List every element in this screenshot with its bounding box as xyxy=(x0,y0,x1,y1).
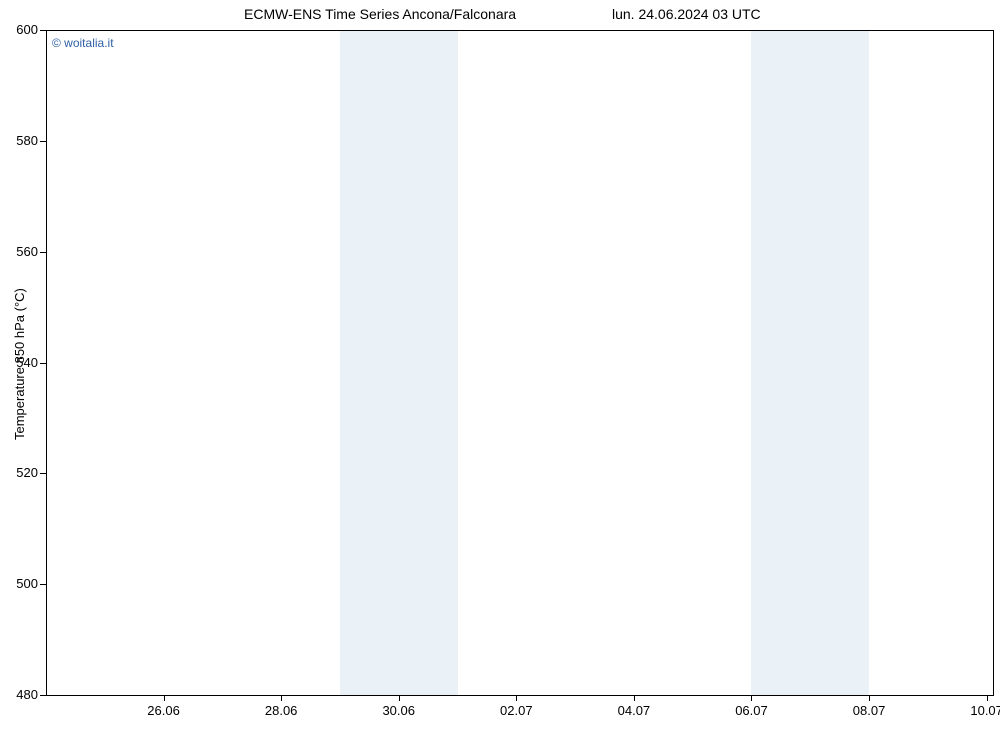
y-tick-label: 600 xyxy=(16,22,38,37)
x-tick xyxy=(516,695,517,701)
y-tick-label: 500 xyxy=(16,576,38,591)
x-tick xyxy=(634,695,635,701)
x-tick-label: 10.07 xyxy=(967,703,1000,718)
watermark: © woitalia.it xyxy=(52,36,114,50)
y-axis-line xyxy=(46,30,47,695)
chart-canvas: 48050052054056058060026.0628.0630.0602.0… xyxy=(0,0,1000,733)
weekend-band xyxy=(751,31,869,695)
y-tick-label: 480 xyxy=(16,687,38,702)
x-tick xyxy=(987,695,988,701)
chart-title-left: ECMW-ENS Time Series Ancona/Falconara xyxy=(244,6,516,22)
y-tick-label: 580 xyxy=(16,133,38,148)
y-tick xyxy=(40,30,46,31)
x-tick xyxy=(869,695,870,701)
x-tick-label: 28.06 xyxy=(261,703,301,718)
y-tick xyxy=(40,695,46,696)
y-tick-label: 520 xyxy=(16,465,38,480)
plot-area xyxy=(46,30,994,695)
x-tick-label: 30.06 xyxy=(379,703,419,718)
x-tick xyxy=(399,695,400,701)
chart-title-right: lun. 24.06.2024 03 UTC xyxy=(612,6,761,22)
y-tick xyxy=(40,363,46,364)
x-tick xyxy=(164,695,165,701)
x-tick-label: 06.07 xyxy=(731,703,771,718)
y-tick xyxy=(40,473,46,474)
y-tick xyxy=(40,584,46,585)
x-tick-label: 26.06 xyxy=(144,703,184,718)
y-axis-label: Temperature 850 hPa (°C) xyxy=(12,288,27,440)
x-tick-label: 04.07 xyxy=(614,703,654,718)
x-axis-line xyxy=(46,695,994,696)
x-tick xyxy=(751,695,752,701)
y-tick xyxy=(40,141,46,142)
x-tick xyxy=(281,695,282,701)
y-tick xyxy=(40,252,46,253)
y-tick-label: 560 xyxy=(16,244,38,259)
x-tick-label: 08.07 xyxy=(849,703,889,718)
weekend-band xyxy=(340,31,458,695)
x-tick-label: 02.07 xyxy=(496,703,536,718)
